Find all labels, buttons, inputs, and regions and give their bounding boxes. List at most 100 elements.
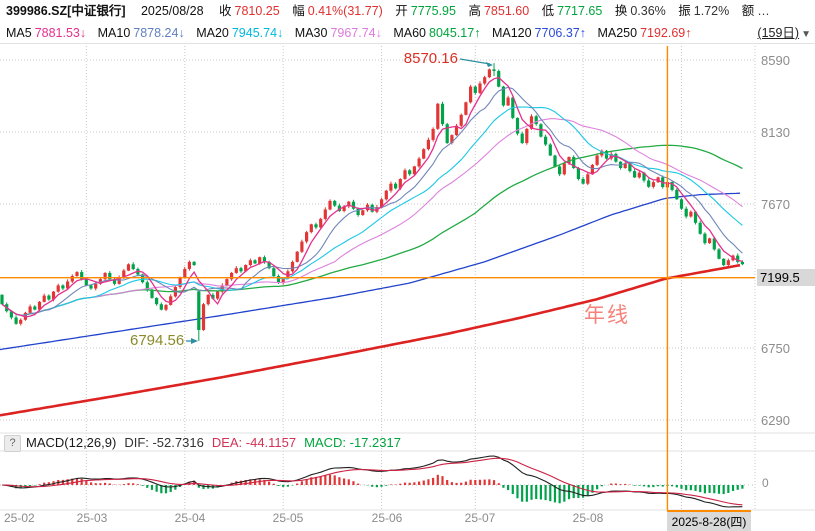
candle — [234, 266, 238, 274]
candle — [548, 143, 552, 157]
candle — [272, 266, 276, 278]
ma120-line — [0, 192, 741, 351]
candle — [478, 81, 482, 94]
candlestick-chart-svg[interactable] — [0, 44, 815, 527]
candle — [736, 253, 740, 264]
candle — [0, 294, 4, 305]
candle — [295, 251, 299, 263]
candle — [572, 155, 576, 169]
dea-readout: DEA: -44.1157 — [211, 435, 297, 450]
candle — [717, 248, 721, 260]
candle — [623, 161, 627, 169]
candle — [164, 303, 168, 312]
macd-readout: MACD: -17.2317 — [304, 435, 401, 450]
candle — [33, 305, 37, 311]
field-high: 高 7851.60 — [468, 4, 530, 18]
symbol-name[interactable]: 399986.SZ[中证银行] — [6, 4, 126, 18]
candle — [333, 199, 337, 207]
candle — [56, 283, 60, 293]
candle — [703, 232, 707, 245]
candle — [586, 172, 590, 186]
candle — [28, 304, 32, 315]
period-selector[interactable]: (159日) ▼ — [757, 26, 811, 40]
candle — [305, 230, 309, 244]
candle — [712, 236, 716, 251]
candle — [431, 127, 435, 142]
candle — [675, 188, 679, 200]
candle — [239, 266, 243, 273]
candle — [47, 294, 51, 301]
candle — [417, 156, 421, 168]
ma-legend-bar: MA5 7881.53↓ MA10 7878.24↓ MA20 7945.74↓ MA… — [0, 22, 815, 44]
candle — [689, 210, 693, 218]
candle — [323, 207, 327, 221]
candle — [187, 260, 191, 271]
candle — [159, 302, 163, 311]
candle — [103, 272, 107, 281]
candle — [178, 276, 182, 289]
candle — [614, 152, 618, 163]
candle — [534, 114, 538, 126]
candle — [89, 284, 93, 290]
candle — [42, 293, 46, 303]
help-icon[interactable]: ? — [4, 435, 21, 453]
candle — [647, 178, 651, 188]
candle — [595, 153, 599, 167]
x-axis-label: 25-04 — [174, 511, 206, 525]
candle — [192, 261, 196, 266]
candle — [314, 222, 318, 230]
candle — [183, 266, 187, 279]
candle — [679, 198, 684, 210]
candle — [497, 69, 501, 88]
candle — [469, 84, 473, 104]
x-axis-label: 25-07 — [464, 511, 496, 525]
low-arrowhead — [191, 338, 198, 344]
x-axis-label: 25-06 — [371, 511, 403, 525]
candle — [66, 279, 70, 290]
candle — [394, 182, 398, 190]
ma10-readout: MA10 7878.24↓ — [97, 26, 185, 40]
candle — [506, 95, 510, 106]
candle — [169, 294, 173, 306]
candle — [408, 169, 412, 176]
macd-title[interactable]: MACD(12,26,9) — [26, 435, 117, 450]
candle — [61, 284, 65, 291]
ma20-readout: MA20 7945.74↓ — [196, 26, 284, 40]
dif-readout: DIF: -52.7316 — [124, 435, 204, 450]
quote-date: 2025/08/28 — [140, 4, 204, 18]
dif-line — [1, 455, 743, 508]
candle — [525, 127, 529, 145]
candle — [520, 131, 524, 145]
candle — [576, 166, 580, 181]
candle — [464, 101, 468, 116]
candle — [328, 199, 332, 211]
candle — [445, 122, 449, 144]
candle — [108, 271, 112, 281]
candle — [201, 302, 206, 331]
candle — [290, 260, 295, 273]
candle — [197, 290, 201, 341]
field-low: 低 7717.65 — [541, 4, 603, 18]
ma120-readout: MA120 7706.37↑ — [491, 26, 586, 40]
ma5-readout: MA5 7881.53↓ — [6, 26, 87, 40]
field-turnover: 换 0.36% — [614, 4, 666, 18]
yearline-annotation: 年线 — [584, 304, 630, 327]
candle — [651, 180, 655, 189]
field-amount: 额… — [741, 4, 770, 18]
candle — [384, 189, 388, 201]
candle — [515, 117, 520, 136]
ma30-line — [1, 118, 743, 316]
candle — [23, 311, 27, 321]
candle — [14, 315, 18, 325]
candle — [440, 101, 445, 126]
candle — [693, 210, 698, 225]
ma250-line — [0, 263, 741, 417]
peak-arrow — [459, 58, 491, 65]
candle — [403, 168, 407, 180]
candle — [319, 217, 323, 229]
candle — [544, 134, 548, 146]
candle — [70, 274, 74, 283]
ma250-readout: MA250 7192.69↑ — [597, 26, 692, 40]
candle — [708, 237, 712, 244]
